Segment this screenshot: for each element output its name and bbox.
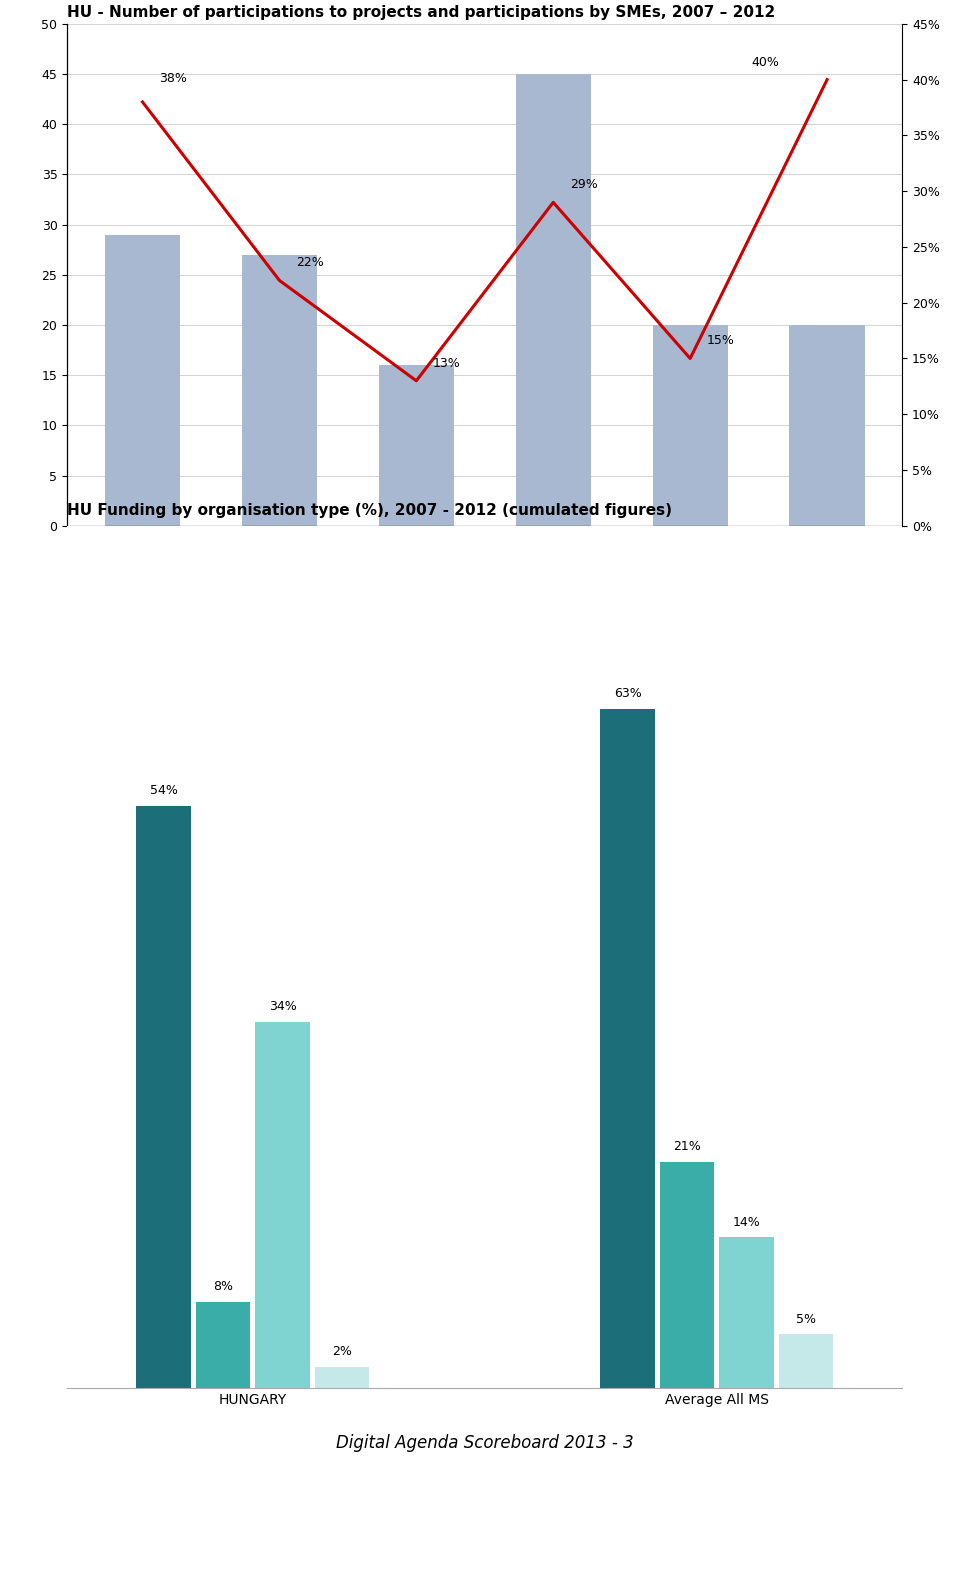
Bar [315, 1367, 370, 1389]
Bar [719, 1238, 774, 1389]
Bar [789, 325, 865, 526]
Text: 34%: 34% [269, 1000, 297, 1013]
Bar [136, 806, 191, 1389]
Bar [779, 1335, 833, 1389]
Text: 40%: 40% [752, 56, 780, 68]
Bar [196, 1301, 251, 1389]
Text: 21%: 21% [673, 1141, 701, 1153]
Legend: Total participations, %SMEs' participations/total participations: Total participations, %SMEs' participati… [74, 637, 558, 660]
Text: 54%: 54% [150, 784, 178, 798]
Text: 8%: 8% [213, 1281, 233, 1294]
Bar [653, 325, 728, 526]
Bar [105, 234, 180, 526]
Text: 14%: 14% [732, 1215, 760, 1228]
Text: 29%: 29% [569, 178, 597, 191]
Text: 13%: 13% [433, 357, 461, 370]
Bar [600, 709, 655, 1389]
Text: 5%: 5% [796, 1313, 816, 1325]
Text: 2%: 2% [332, 1344, 351, 1359]
Bar [378, 365, 454, 526]
Bar [660, 1161, 714, 1389]
Text: 38%: 38% [159, 72, 187, 86]
Bar [516, 75, 591, 526]
Text: HU Funding by organisation type (%), 2007 - 2012 (cumulated figures): HU Funding by organisation type (%), 200… [67, 503, 672, 518]
Bar [242, 255, 317, 526]
Text: 22%: 22% [296, 256, 324, 269]
Text: 15%: 15% [707, 335, 734, 347]
Bar [255, 1021, 310, 1389]
Text: HU - Number of participations to projects and participations by SMEs, 2007 – 201: HU - Number of participations to project… [67, 5, 776, 21]
Text: 63%: 63% [613, 688, 641, 701]
Text: Digital Agenda Scoreboard 2013 - 3: Digital Agenda Scoreboard 2013 - 3 [336, 1434, 634, 1453]
